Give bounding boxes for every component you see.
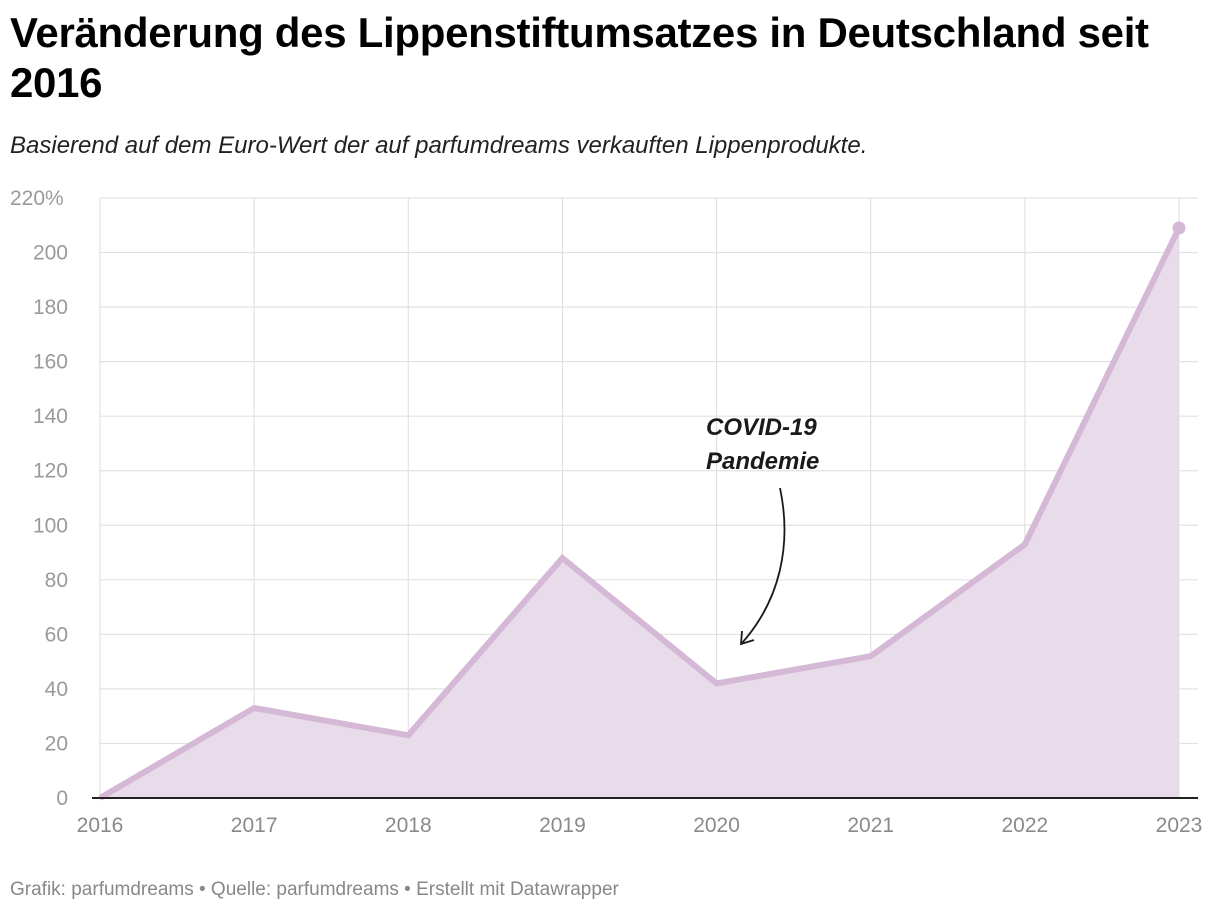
annotation-arrow-line: [741, 487, 786, 644]
y-tick-label: 40: [45, 678, 68, 701]
x-tick-label: 2023: [1156, 814, 1203, 837]
grid-layer: [99, 197, 1198, 798]
chart-subtitle: Basierend auf dem Euro-Wert der auf parf…: [10, 132, 868, 159]
x-tick-label: 2020: [693, 814, 740, 837]
y-tick-label: 0: [56, 787, 68, 810]
y-tick-label: 120: [33, 460, 68, 483]
annotation-covid: COVID-19 Pandemie: [706, 414, 819, 475]
chart-title: Veränderung des Lippenstiftumsatzes in D…: [10, 9, 1149, 106]
x-tick-label: 2018: [385, 814, 432, 837]
area-layer: [98, 221, 1186, 801]
y-tick-label: 140: [33, 405, 68, 428]
last-point-marker: [1172, 221, 1186, 235]
y-tick-label: 20: [45, 732, 68, 755]
area-chart: 0 20 40 60 80 100 120 140 160 180 200 220% 2016 2017 2…: [10, 187, 1202, 837]
annotation-layer: COVID-19 Pandemie: [706, 414, 819, 646]
x-tick-label: 2016: [77, 814, 124, 837]
x-tick-label: 2017: [231, 814, 278, 837]
series-area-fill: [100, 228, 1179, 798]
annotation-arrowhead: [740, 630, 755, 646]
y-tick-label: 60: [45, 623, 68, 646]
source-footer: Grafik: parfumdreams • Quelle: parfumdre…: [10, 879, 619, 900]
y-tick-label: 200: [33, 242, 68, 265]
y-tick-label: 220%: [10, 187, 64, 210]
y-tick-label: 180: [33, 296, 68, 319]
x-tick-label: 2022: [1001, 814, 1048, 837]
y-tick-label: 80: [45, 569, 68, 592]
x-tick-label: 2019: [539, 814, 586, 837]
y-tick-label: 160: [33, 351, 68, 374]
x-tick-label: 2021: [847, 814, 894, 837]
y-tick-label: 100: [33, 514, 68, 537]
label-layer: 0 20 40 60 80 100 120 140 160 180 200 220% 2016 2017 2…: [10, 187, 1202, 837]
series-line: [98, 226, 1182, 801]
